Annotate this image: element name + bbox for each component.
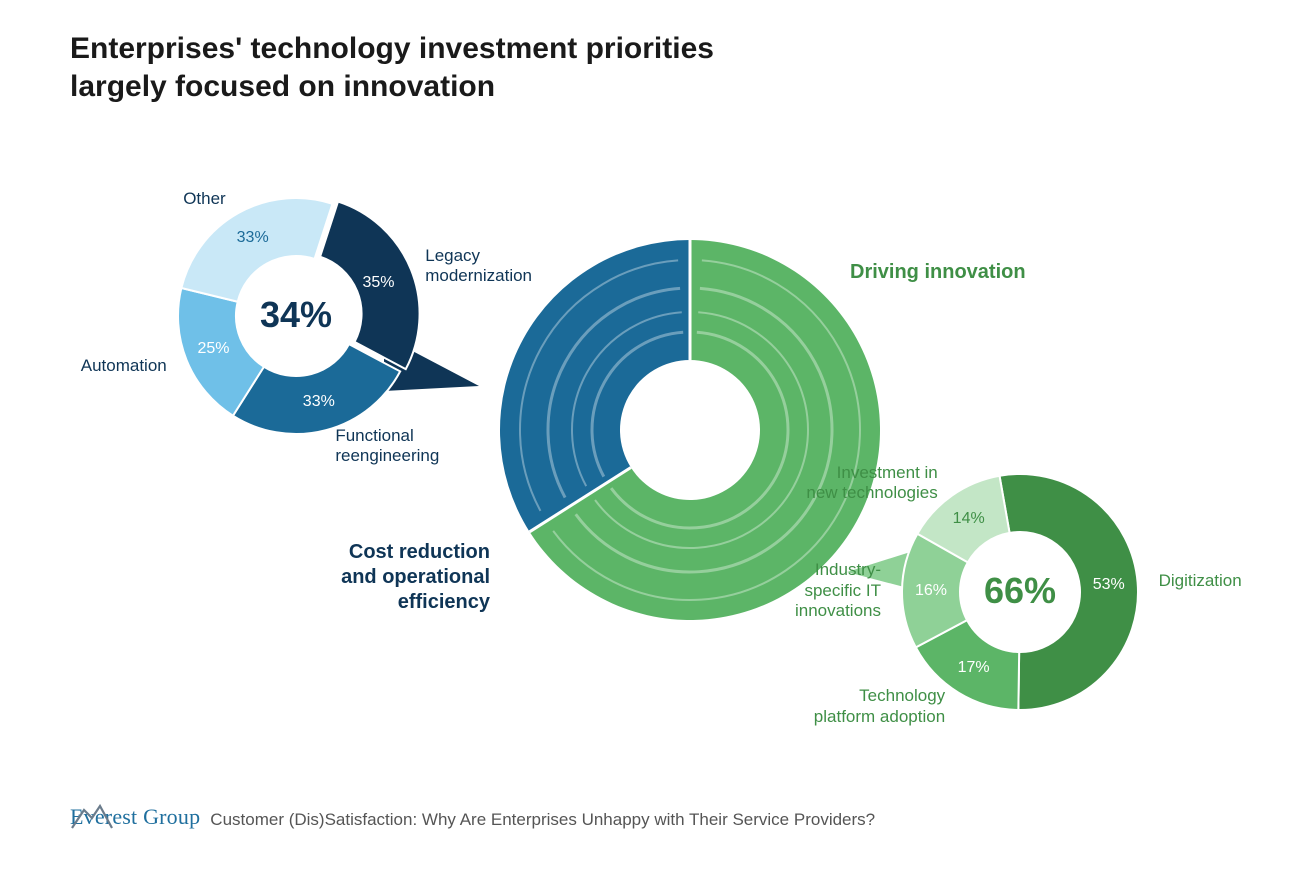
slice-pct: 53%	[1089, 575, 1129, 594]
slice-label: Investment in new technologies	[798, 463, 938, 504]
slice-label: Industry- specific IT innovations	[741, 560, 881, 621]
footer-caption: Customer (Dis)Satisfaction: Why Are Ente…	[210, 810, 875, 830]
slice-label: Other	[86, 189, 226, 209]
right-donut-center-pct: 66%	[970, 570, 1070, 612]
slice-label: Legacy modernization	[425, 246, 565, 287]
logo: Everest Group	[70, 804, 200, 830]
slice-pct: 17%	[954, 658, 994, 677]
slice-pct: 33%	[233, 228, 273, 247]
slice-pct: 16%	[911, 581, 951, 600]
left-donut-center-pct: 34%	[246, 294, 346, 336]
slice-pct: 33%	[299, 392, 339, 411]
infographic-stage: Enterprises' technology investment prior…	[0, 0, 1313, 878]
logo-mark-icon	[70, 804, 114, 830]
main-slice-label-cost: Cost reduction and operational efficienc…	[300, 540, 490, 615]
slice-label: Technology platform adoption	[805, 686, 945, 727]
slice-label: Functional reengineering	[335, 426, 475, 467]
slice-pct: 35%	[359, 273, 399, 292]
slice-pct: 14%	[949, 509, 989, 528]
slice-label: Digitization	[1159, 571, 1299, 591]
chart-title: Enterprises' technology investment prior…	[70, 30, 714, 105]
slice-pct: 25%	[193, 339, 233, 358]
footer: Everest Group Customer (Dis)Satisfaction…	[70, 804, 875, 830]
slice-label: Automation	[27, 356, 167, 376]
main-slice-label-innovation: Driving innovation	[850, 260, 1026, 285]
